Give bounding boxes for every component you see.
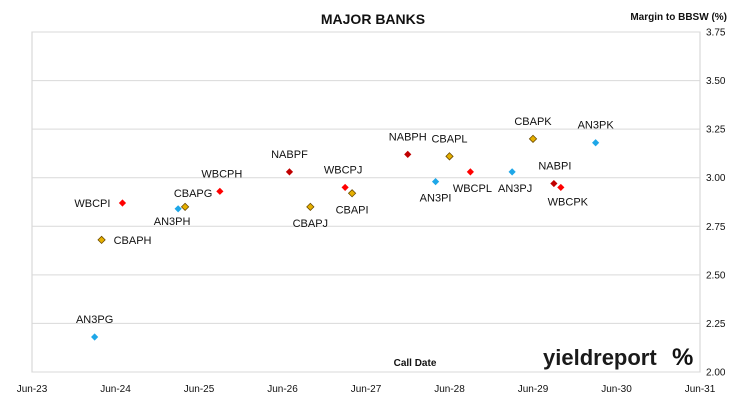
point-an3pk xyxy=(592,139,600,147)
y-tick-label: 3.50 xyxy=(706,76,726,87)
point-label-wbcpi: WBCPI xyxy=(74,198,110,210)
chart-title: MAJOR BANKS xyxy=(321,11,425,27)
point-wbcpi xyxy=(118,199,127,207)
x-tick-label: Jun-30 xyxy=(601,384,632,395)
x-tick-label: Jun-23 xyxy=(17,384,48,395)
x-tick-label: Jun-26 xyxy=(267,384,298,395)
point-nabpi xyxy=(550,179,558,188)
point-label-cbapi: CBAPI xyxy=(336,204,369,216)
y-tick-label: 3.00 xyxy=(706,173,726,184)
x-tick-label: Jun-31 xyxy=(685,384,716,395)
point-cbapl xyxy=(445,152,454,161)
y-axis-label: Margin to BBSW (%) xyxy=(630,12,727,23)
x-tick-label: Jun-24 xyxy=(100,384,131,395)
x-tick-label: Jun-27 xyxy=(351,384,382,395)
x-axis-label: Call Date xyxy=(394,358,437,369)
point-label-cbaph: CBAPH xyxy=(114,235,152,247)
y-tick-label: 2.00 xyxy=(706,368,726,379)
point-nabpf xyxy=(285,168,294,176)
point-label-an3pk: AN3PK xyxy=(578,120,615,132)
point-an3pj xyxy=(508,168,516,176)
brand-percent-symbol: % xyxy=(672,344,693,371)
point-label-an3pg: AN3PG xyxy=(76,314,113,326)
point-cbapg xyxy=(180,202,190,212)
point-label-cbapl: CBAPL xyxy=(431,133,467,145)
yieldreport-logo: yieldreport % xyxy=(543,344,693,371)
point-label-wbcpk: WBCPK xyxy=(548,196,589,208)
y-tick-label: 3.25 xyxy=(706,125,726,136)
point-wbcpk xyxy=(557,183,565,192)
point-label-wbcpl: WBCPL xyxy=(453,183,492,195)
point-wbcpj xyxy=(341,183,349,192)
data-points xyxy=(91,134,600,341)
point-label-an3pj: AN3PJ xyxy=(498,183,532,195)
x-tick-label: Jun-25 xyxy=(184,384,215,395)
point-label-an3pi: AN3PI xyxy=(420,193,452,205)
y-tick-label: 2.75 xyxy=(706,222,726,233)
point-wbcpl xyxy=(466,168,474,176)
point-cbapi xyxy=(347,189,357,198)
point-label-cbapk: CBAPK xyxy=(514,116,552,128)
x-tick-label: Jun-28 xyxy=(434,384,465,395)
point-an3pi xyxy=(431,178,440,186)
data-point-labels: AN3PG CBAPH WBCPI AN3PH CBAPG WBCPH NABPF CBAPJ… xyxy=(74,116,614,326)
point-cbapk xyxy=(528,134,538,144)
point-wbcph xyxy=(216,187,224,195)
point-label-cbapg: CBAPG xyxy=(174,188,213,200)
point-label-wbcpj: WBCPJ xyxy=(324,164,363,176)
point-an3pg xyxy=(91,333,99,341)
y-tick-label: 2.50 xyxy=(706,270,726,281)
point-cbaph xyxy=(97,235,106,245)
point-label-cbapj: CBAPJ xyxy=(293,218,328,230)
point-nabph xyxy=(404,150,412,158)
x-tick-label: Jun-29 xyxy=(518,384,549,395)
point-label-wbcph: WBCPH xyxy=(201,168,242,180)
point-cbapj xyxy=(306,202,315,212)
point-label-nabpi: NABPI xyxy=(538,161,571,173)
brand-wordmark: yieldreport xyxy=(543,345,657,370)
point-an3ph xyxy=(174,205,182,213)
gridlines xyxy=(32,31,700,373)
y-tick-labels: 2.00 2.25 2.50 2.75 3.00 3.25 3.50 3.75 xyxy=(706,28,726,379)
plot-area xyxy=(31,31,701,373)
y-tick-label: 3.75 xyxy=(706,28,726,39)
y-tick-label: 2.25 xyxy=(706,319,726,330)
point-label-an3ph: AN3PH xyxy=(154,216,191,228)
point-label-nabph: NABPH xyxy=(389,131,427,143)
point-label-nabpf: NABPF xyxy=(271,149,308,161)
x-tick-labels: Jun-23 Jun-24 Jun-25 Jun-26 Jun-27 Jun-28 Jun-… xyxy=(17,384,716,395)
